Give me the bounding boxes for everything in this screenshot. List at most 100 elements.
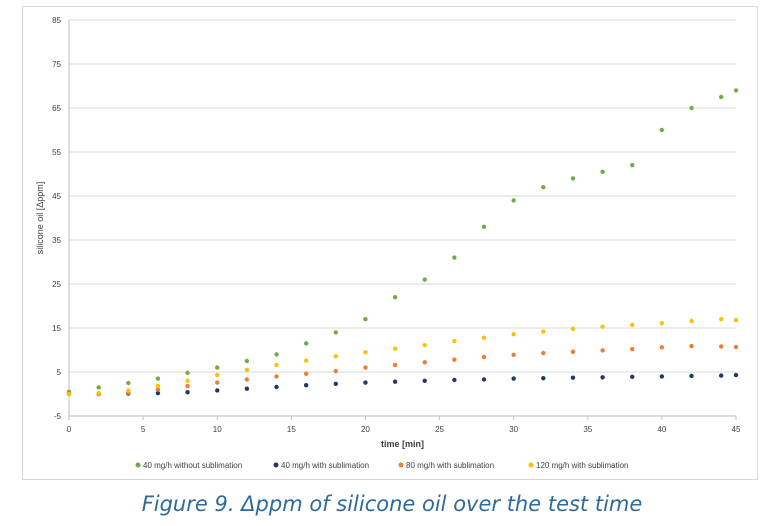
- data-point: [452, 339, 457, 344]
- grid-layer: [69, 19, 736, 417]
- data-point: [155, 387, 161, 392]
- data-point: [570, 176, 576, 181]
- axis-layer: -5 5 15 25 35 45 55 65 75 85 0 5 10 15 20 25 30 35 40 45: [52, 16, 741, 434]
- data-point: [392, 379, 398, 384]
- data-point: [689, 105, 694, 111]
- legend-marker: [398, 462, 404, 468]
- y-tick-label: 55: [52, 148, 61, 157]
- data-point: [481, 377, 487, 382]
- data-point: [303, 371, 309, 376]
- legend-marker: [273, 462, 279, 468]
- data-point: [303, 341, 309, 346]
- data-point: [422, 378, 427, 383]
- data-point: [244, 377, 250, 382]
- data-point: [363, 317, 368, 322]
- legend-label: 120 mg/h with sublimation: [536, 461, 629, 470]
- x-tick-label: 0: [67, 425, 72, 434]
- data-point: [452, 357, 457, 362]
- data-point: [96, 390, 101, 396]
- legend-label: 40 mg/h without sublimation: [143, 461, 242, 470]
- legend-marker: [528, 462, 534, 468]
- data-point: [481, 354, 487, 360]
- data-point: [66, 391, 72, 397]
- y-axis-title: silicone oil [Δppm]: [35, 182, 45, 255]
- chart-frame: -5 5 15 25 35 45 55 65 75 85 0 5 10 15 20 25 30 35 40 45 ti…: [22, 6, 758, 480]
- legend-marker: [135, 462, 141, 468]
- data-point: [481, 335, 487, 340]
- data-point: [481, 224, 487, 229]
- data-point: [600, 348, 605, 353]
- data-point: [333, 353, 338, 359]
- x-axis-title: time [min]: [381, 439, 424, 449]
- y-tick-label: 25: [52, 280, 61, 289]
- data-point: [215, 372, 220, 378]
- data-point: [452, 377, 457, 383]
- y-tick-label: 85: [52, 16, 61, 25]
- x-tick-label: 25: [435, 425, 444, 434]
- data-point: [392, 295, 398, 300]
- data-point: [600, 169, 605, 174]
- data-point: [333, 330, 338, 335]
- data-point: [630, 374, 635, 380]
- x-tick-label: 45: [732, 425, 741, 434]
- data-point: [185, 390, 190, 395]
- data-point: [422, 342, 427, 348]
- data-point: [511, 331, 516, 337]
- data-point: [126, 388, 131, 393]
- data-point: [215, 365, 220, 370]
- data-point: [718, 94, 724, 100]
- data-point: [733, 344, 739, 350]
- data-point: [244, 367, 250, 372]
- data-point: [155, 376, 161, 381]
- x-tick-label: 15: [287, 425, 296, 434]
- data-point: [96, 385, 101, 390]
- x-tick-label: 40: [657, 425, 666, 434]
- data-point: [452, 255, 457, 260]
- data-point: [363, 365, 368, 370]
- data-point: [215, 388, 220, 393]
- y-tick-label: 35: [52, 236, 61, 245]
- data-point: [659, 345, 665, 350]
- data-point: [274, 352, 279, 357]
- data-point: [274, 374, 279, 379]
- data-point: [511, 198, 516, 203]
- data-point: [630, 322, 635, 328]
- x-tick-label: 30: [509, 425, 518, 434]
- data-point: [155, 383, 161, 389]
- data-point: [303, 383, 309, 388]
- data-point: [511, 352, 516, 358]
- data-point: [689, 343, 694, 349]
- data-point: [422, 360, 427, 365]
- data-point: [363, 350, 368, 355]
- data-point: [570, 375, 576, 380]
- data-point: [333, 381, 338, 387]
- data-point: [541, 185, 546, 190]
- data-point: [630, 163, 635, 168]
- data-point: [392, 346, 398, 351]
- data-point: [392, 362, 398, 368]
- data-point: [570, 349, 576, 354]
- data-point: [215, 380, 220, 385]
- legend-label: 40 mg/h with sublimation: [281, 461, 369, 470]
- data-point: [155, 390, 161, 396]
- data-point: [689, 373, 694, 379]
- x-tick-label: 35: [583, 425, 592, 434]
- data-point: [733, 372, 739, 378]
- legend: 40 mg/h without sublimation 40 mg/h with …: [135, 461, 629, 470]
- y-tick-label: 45: [52, 192, 61, 201]
- data-point: [422, 277, 427, 282]
- data-point: [541, 329, 546, 334]
- data-point: [659, 127, 665, 133]
- data-point: [274, 384, 279, 390]
- x-tick-label: 10: [213, 425, 222, 434]
- y-tick-label: 5: [57, 368, 62, 377]
- data-point: [126, 380, 131, 386]
- data-point: [185, 370, 190, 376]
- data-point: [733, 88, 739, 93]
- data-point: [600, 324, 605, 329]
- x-tick-label: 5: [141, 425, 146, 434]
- y-tick-label: -5: [54, 412, 62, 421]
- data-point: [541, 350, 546, 356]
- scatter-chart: -5 5 15 25 35 45 55 65 75 85 0 5 10 15 20 25 30 35 40 45 ti…: [35, 16, 741, 470]
- data-point: [511, 376, 516, 381]
